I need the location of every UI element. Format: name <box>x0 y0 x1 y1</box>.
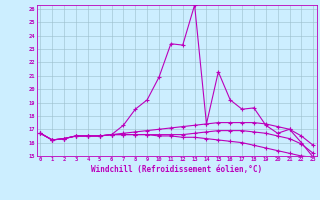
X-axis label: Windchill (Refroidissement éolien,°C): Windchill (Refroidissement éolien,°C) <box>91 165 262 174</box>
